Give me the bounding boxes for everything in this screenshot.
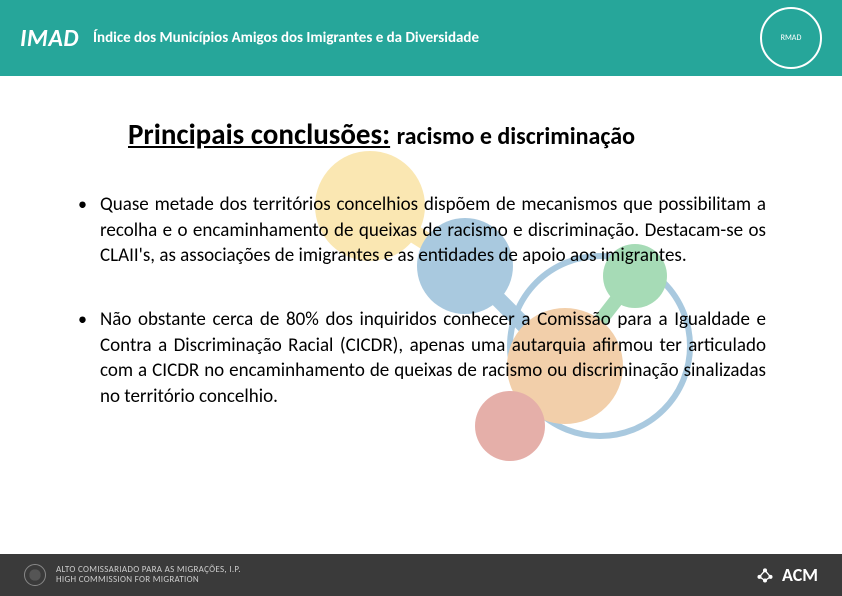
footer-right: ACM [754, 564, 818, 586]
footer-line2: HIGH COMMISSION FOR MIGRATION [56, 575, 241, 585]
header-subtitle: Índice dos Municípios Amigos dos Imigran… [93, 29, 760, 47]
title-sub-text: racismo e discriminação [397, 122, 635, 151]
header-bar: IMAD Índice dos Municípios Amigos dos Im… [0, 0, 842, 76]
acm-label: ACM [782, 564, 818, 586]
title-main: Principais conclusões: [128, 116, 390, 152]
list-item: Não obstante cerca de 80% dos inquiridos… [76, 307, 766, 410]
bullet-list: Quase metade dos territórios concelhios … [76, 192, 766, 409]
footer-text: ALTO COMISSARIADO PARA AS MIGRAÇÕES, I.P… [56, 565, 241, 586]
footer-emblem-icon [24, 564, 46, 586]
footer-left: ALTO COMISSARIADO PARA AS MIGRAÇÕES, I.P… [24, 564, 241, 586]
list-item: Quase metade dos territórios concelhios … [76, 192, 766, 269]
acm-icon [754, 564, 776, 586]
rmad-badge-label: RMAD [781, 34, 802, 43]
slide-title: Principais conclusões: racismo e discrim… [128, 116, 766, 152]
header-logo-text: IMAD [20, 24, 79, 53]
slide-content: Principais conclusões: racismo e discrim… [0, 76, 842, 467]
footer-bar: ALTO COMISSARIADO PARA AS MIGRAÇÕES, I.P… [0, 554, 842, 596]
rmad-badge-icon: RMAD [760, 7, 822, 69]
